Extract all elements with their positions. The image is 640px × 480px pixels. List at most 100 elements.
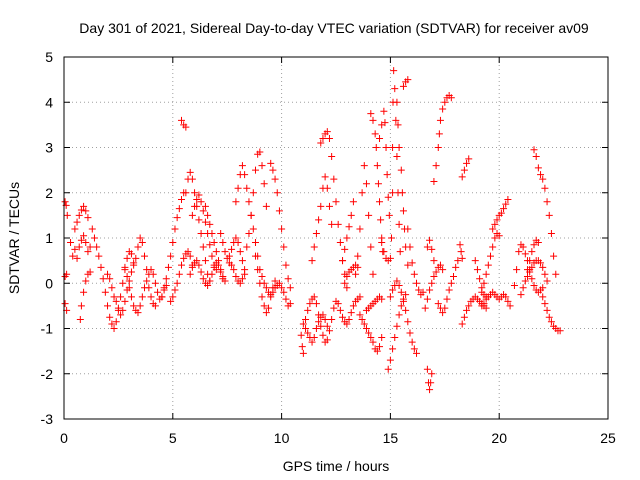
data-point-markers <box>458 155 473 181</box>
series-arc-ac <box>339 198 357 265</box>
data-point-markers <box>367 110 387 256</box>
x-axis-label: GPS time / hours <box>283 458 390 474</box>
series-arc-af <box>362 293 386 314</box>
data-point-markers <box>434 257 462 317</box>
y-tick-label: 4 <box>45 94 53 110</box>
series-arc-bb <box>517 257 551 299</box>
data-point-markers <box>376 107 393 219</box>
series-arc-au <box>458 155 473 181</box>
series-arc-av <box>458 293 490 328</box>
series-arc-l <box>182 168 214 285</box>
data-point-markers <box>423 236 438 265</box>
y-tick-label: 5 <box>45 49 53 65</box>
series-arc-ao <box>423 365 436 394</box>
data-point-markers <box>489 196 512 233</box>
x-tick-label: 15 <box>383 430 399 446</box>
y-tick-labels: -3 -2 -1 0 1 2 3 4 5 <box>41 49 54 427</box>
series-arc-ax <box>478 229 503 296</box>
series-arc-ag <box>367 110 387 256</box>
x-tick-labels: 0 5 10 15 20 25 <box>60 430 616 446</box>
data-point-markers <box>404 225 427 299</box>
data-point-markers <box>393 98 412 269</box>
series-arc-al <box>384 291 410 373</box>
data-point-markers <box>243 148 270 251</box>
data-point-markers <box>456 241 466 262</box>
data-point-markers <box>356 311 386 355</box>
data-point-markers <box>104 234 159 319</box>
series-arc-ai <box>378 67 404 265</box>
y-tick-label: 3 <box>45 140 53 156</box>
data-point-markers <box>308 173 336 265</box>
data-point-markers <box>317 128 351 292</box>
data-point-markers <box>182 168 214 285</box>
data-point-markers <box>378 67 404 265</box>
series-arc-bd <box>530 146 560 278</box>
y-tick-label: 2 <box>45 185 53 201</box>
series-arc-am <box>386 277 421 357</box>
data-point-markers <box>178 116 190 131</box>
series-arc-aj <box>393 98 412 269</box>
series-arc-g <box>104 234 159 319</box>
x-tick-label: 5 <box>169 430 177 446</box>
axis-ticks <box>63 56 609 420</box>
series-arc-a <box>61 198 71 219</box>
data-point-markers <box>399 76 412 90</box>
data-point-markers <box>523 236 542 274</box>
data-point-markers <box>430 91 455 185</box>
data-point-markers <box>61 198 71 219</box>
series-arc-b <box>61 270 71 314</box>
data-point-markers <box>471 257 490 301</box>
data-point-markers <box>539 293 564 335</box>
data-point-markers <box>362 293 386 314</box>
data-point-markers <box>386 277 421 357</box>
data-point-markers <box>217 229 249 287</box>
data-point-markers <box>530 146 560 278</box>
grid-lines <box>64 57 608 419</box>
series-arc-y <box>308 173 336 265</box>
series-arc-az <box>478 288 514 310</box>
series-arc-at <box>456 241 466 262</box>
y-axis-label: SDTVAR / TECUs <box>6 182 22 294</box>
series-arc-q <box>225 234 249 274</box>
data-point-markers <box>478 229 503 296</box>
data-point-markers <box>225 234 249 274</box>
series-arc-u <box>267 159 294 292</box>
data-point-markers <box>423 365 436 394</box>
series-arc-as <box>434 257 462 317</box>
series-arc-ap <box>421 261 447 312</box>
data-point-markers <box>334 293 364 328</box>
x-tick-label: 25 <box>600 430 616 446</box>
data-point-markers <box>478 288 514 310</box>
y-tick-label: 0 <box>45 275 53 291</box>
series-arc-aq <box>423 236 438 265</box>
data-marks <box>61 67 564 394</box>
series-arc-j <box>167 248 196 305</box>
series-arc-ad <box>352 162 377 278</box>
data-point-markers <box>384 291 410 373</box>
y-tick-label: -2 <box>41 366 54 382</box>
data-point-markers <box>258 272 294 310</box>
x-tick-label: 20 <box>491 430 507 446</box>
data-point-markers <box>186 257 229 290</box>
data-point-markers <box>297 293 340 357</box>
data-point-markers <box>341 261 362 287</box>
series-arc-e <box>76 268 94 323</box>
data-point-markers <box>61 270 71 314</box>
series-arc-aa <box>334 293 364 328</box>
data-point-markers <box>299 311 331 346</box>
data-point-markers <box>352 162 377 278</box>
data-point-markers <box>158 189 188 301</box>
series-arc-ay <box>489 196 512 233</box>
data-point-markers <box>67 232 94 262</box>
data-point-markers <box>76 268 94 323</box>
series-arc-v <box>258 272 294 310</box>
data-point-markers <box>267 159 294 292</box>
series-arc-k <box>178 116 190 131</box>
series-arc-an <box>404 225 427 299</box>
series-arc-o <box>186 257 229 290</box>
data-point-markers <box>458 293 490 328</box>
y-tick-label: -3 <box>41 411 54 427</box>
series-arc-bc <box>523 236 542 274</box>
series-arc-z <box>317 128 351 292</box>
